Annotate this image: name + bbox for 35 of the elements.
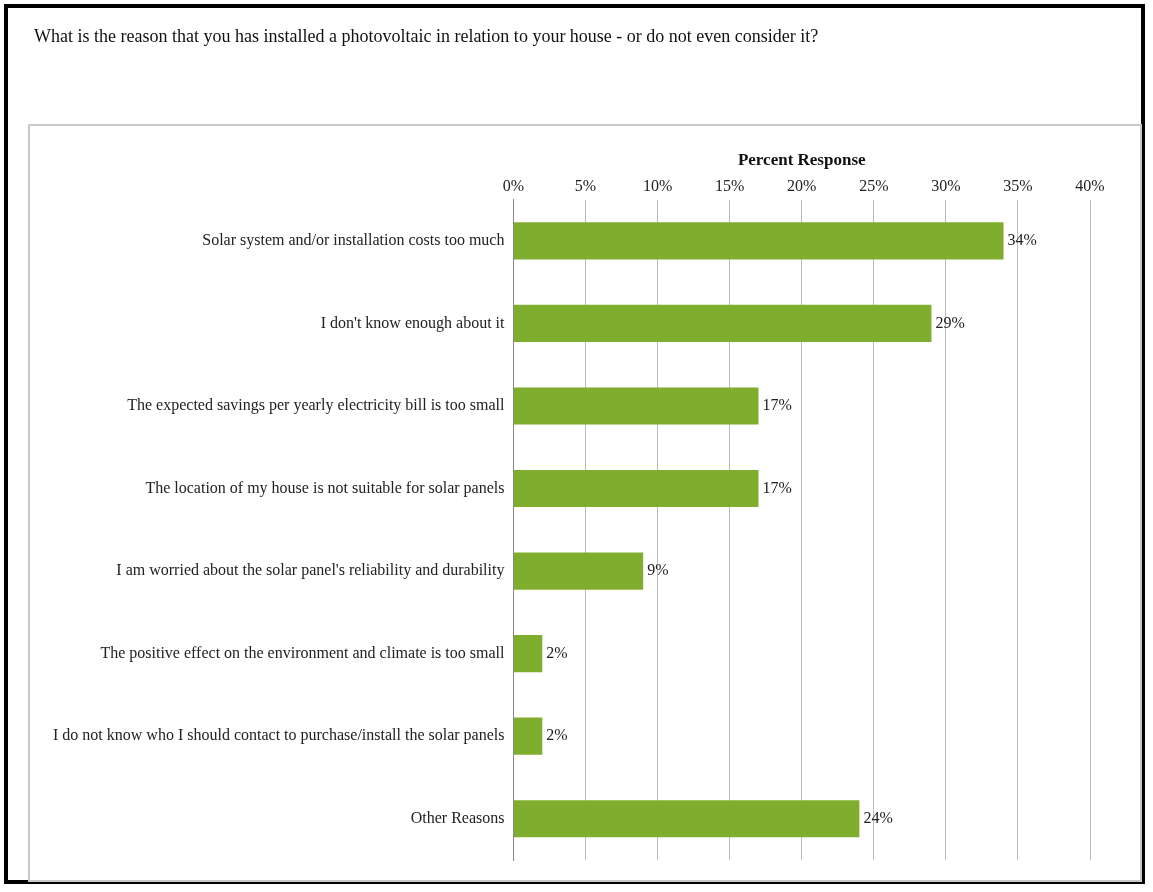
- y-tick-label: I don't know enough about it: [320, 313, 506, 332]
- bar: [513, 222, 1004, 260]
- data-label: 2%: [546, 726, 568, 744]
- y-tick-label: I am worried about the solar panel's reliability and durability: [116, 561, 505, 580]
- data-label: 9%: [647, 561, 669, 579]
- x-tick-label: 40%: [1075, 177, 1105, 195]
- x-tick-label: 25%: [859, 177, 889, 195]
- x-tick-label: 0%: [502, 177, 525, 195]
- data-label: 17%: [762, 396, 792, 414]
- y-tick-label: The expected savings per yearly electricity bill is too small: [127, 396, 506, 415]
- data-label: 34%: [1007, 231, 1037, 249]
- data-label: 24%: [863, 808, 893, 826]
- bar: [513, 635, 543, 673]
- bar: [513, 387, 759, 425]
- data-label: 2%: [546, 643, 568, 661]
- x-tick-label: 20%: [787, 177, 817, 195]
- x-tick-label: 5%: [574, 177, 597, 195]
- bar: [513, 800, 860, 838]
- x-axis-title: Percent Response: [737, 149, 866, 169]
- bar: [513, 717, 543, 755]
- y-tick-label: Solar system and/or installation costs too much: [202, 231, 505, 250]
- bar: [513, 304, 932, 342]
- data-label: 29%: [935, 313, 965, 331]
- y-tick-label: Other Reasons: [410, 808, 505, 826]
- data-label: 17%: [762, 478, 792, 496]
- x-tick-label: 15%: [715, 177, 745, 195]
- bar: [513, 552, 644, 590]
- x-tick-label: 30%: [931, 177, 961, 195]
- x-tick-label: 10%: [642, 177, 673, 195]
- chart-title: What is the reason that you has installed a photovoltaic in relation to your house - or do not even consider it?: [34, 25, 820, 48]
- y-tick-label: I do not know who I should contact to purchase/install the solar panels: [52, 726, 505, 745]
- y-tick-label: The positive effect on the environment and climate is too small: [100, 643, 506, 662]
- bar: [513, 469, 759, 508]
- y-tick-label: The location of my house is not suitable for solar panels: [145, 478, 505, 497]
- x-tick-label: 35%: [1003, 177, 1033, 195]
